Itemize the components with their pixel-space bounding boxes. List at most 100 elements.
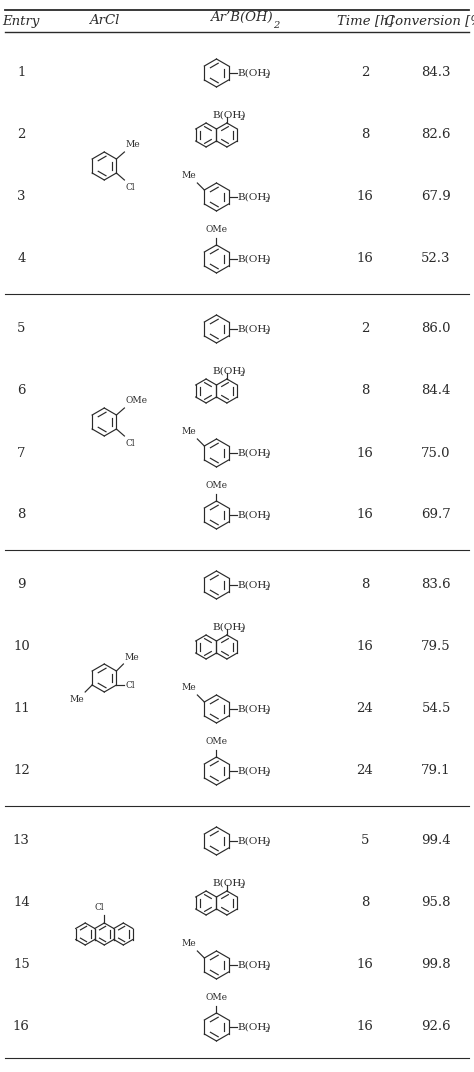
Text: 2: 2 (240, 371, 245, 378)
Text: 15: 15 (13, 958, 30, 971)
Text: 2: 2 (273, 20, 279, 30)
Text: B(OH): B(OH) (237, 193, 271, 202)
Text: B(OH): B(OH) (237, 766, 271, 775)
Text: 8: 8 (361, 579, 369, 592)
Text: 5: 5 (17, 323, 26, 336)
Text: OMe: OMe (206, 738, 228, 746)
Text: 79.1: 79.1 (421, 764, 451, 777)
Text: 6: 6 (17, 385, 26, 398)
Text: Ar’B(OH): Ar’B(OH) (210, 12, 273, 25)
Text: B(OH): B(OH) (237, 704, 271, 714)
Text: Me: Me (126, 140, 140, 149)
Text: 2: 2 (264, 840, 269, 849)
Text: 84.4: 84.4 (421, 385, 451, 398)
Text: 24: 24 (356, 764, 374, 777)
Text: OMe: OMe (206, 481, 228, 490)
Text: 2: 2 (240, 626, 245, 635)
Text: 13: 13 (13, 834, 30, 848)
Text: 2: 2 (264, 584, 269, 593)
Text: 2: 2 (361, 323, 369, 336)
Text: Conversion [%]: Conversion [%] (384, 15, 474, 28)
Text: B(OH): B(OH) (213, 878, 246, 888)
Text: 2: 2 (17, 129, 26, 142)
Text: Me: Me (182, 172, 196, 180)
Text: 9: 9 (17, 579, 26, 592)
Text: 24: 24 (356, 702, 374, 715)
Text: Me: Me (182, 427, 196, 436)
Text: 16: 16 (356, 191, 374, 204)
Text: Cl: Cl (126, 183, 135, 192)
Text: 8: 8 (361, 385, 369, 398)
Text: 95.8: 95.8 (421, 896, 451, 909)
Text: OMe: OMe (126, 396, 147, 405)
Text: B(OH): B(OH) (237, 325, 271, 333)
Text: Me: Me (182, 939, 196, 948)
Text: Cl: Cl (126, 681, 135, 689)
Text: ArCl: ArCl (89, 15, 119, 28)
Text: OMe: OMe (206, 225, 228, 234)
Text: B(OH): B(OH) (237, 510, 271, 520)
Text: 16: 16 (356, 508, 374, 521)
Text: 83.6: 83.6 (421, 579, 451, 592)
Text: 8: 8 (17, 508, 26, 521)
Text: 2: 2 (264, 771, 269, 778)
Text: 16: 16 (13, 1021, 30, 1033)
Text: 2: 2 (264, 452, 269, 461)
Text: 11: 11 (13, 702, 30, 715)
Text: 2: 2 (264, 515, 269, 522)
Text: 99.8: 99.8 (421, 958, 451, 971)
Text: 79.5: 79.5 (421, 640, 451, 654)
Text: 2: 2 (264, 258, 269, 267)
Text: 2: 2 (264, 328, 269, 337)
Text: 82.6: 82.6 (421, 129, 451, 142)
Text: 67.9: 67.9 (421, 191, 451, 204)
Text: B(OH): B(OH) (213, 110, 246, 119)
Text: 75.0: 75.0 (421, 447, 451, 460)
Text: 14: 14 (13, 896, 30, 909)
Text: 2: 2 (264, 73, 269, 80)
Text: 2: 2 (240, 115, 245, 122)
Text: 16: 16 (356, 1021, 374, 1033)
Text: Me: Me (124, 653, 139, 662)
Text: Entry: Entry (3, 15, 40, 28)
Text: OMe: OMe (206, 993, 228, 1002)
Text: 99.4: 99.4 (421, 834, 451, 848)
Text: 69.7: 69.7 (421, 508, 451, 521)
Text: Cl: Cl (94, 903, 104, 912)
Text: Me: Me (182, 683, 196, 693)
Text: 3: 3 (17, 191, 26, 204)
Text: 5: 5 (361, 834, 369, 848)
Text: 16: 16 (356, 640, 374, 654)
Text: B(OH): B(OH) (213, 623, 246, 631)
Text: 4: 4 (17, 253, 26, 266)
Text: 16: 16 (356, 253, 374, 266)
Text: 7: 7 (17, 447, 26, 460)
Text: Time [h]: Time [h] (337, 15, 393, 28)
Text: B(OH): B(OH) (237, 961, 271, 969)
Text: 54.5: 54.5 (421, 702, 451, 715)
Text: 2: 2 (361, 66, 369, 79)
Text: B(OH): B(OH) (237, 836, 271, 846)
Text: 12: 12 (13, 764, 30, 777)
Text: B(OH): B(OH) (237, 1023, 271, 1031)
Text: 10: 10 (13, 640, 30, 654)
Text: 16: 16 (356, 958, 374, 971)
Text: 2: 2 (264, 1027, 269, 1034)
Text: 86.0: 86.0 (421, 323, 451, 336)
Text: 52.3: 52.3 (421, 253, 451, 266)
Text: 8: 8 (361, 129, 369, 142)
Text: 84.3: 84.3 (421, 66, 451, 79)
Text: B(OH): B(OH) (237, 254, 271, 264)
Text: 2: 2 (264, 965, 269, 972)
Text: 1: 1 (17, 66, 26, 79)
Text: 16: 16 (356, 447, 374, 460)
Text: 2: 2 (240, 882, 245, 891)
Text: 2: 2 (264, 709, 269, 716)
Text: 92.6: 92.6 (421, 1021, 451, 1033)
Text: B(OH): B(OH) (237, 581, 271, 590)
Text: 8: 8 (361, 896, 369, 909)
Text: Cl: Cl (126, 440, 135, 448)
Text: B(OH): B(OH) (237, 448, 271, 458)
Text: Me: Me (70, 695, 84, 704)
Text: B(OH): B(OH) (237, 69, 271, 77)
